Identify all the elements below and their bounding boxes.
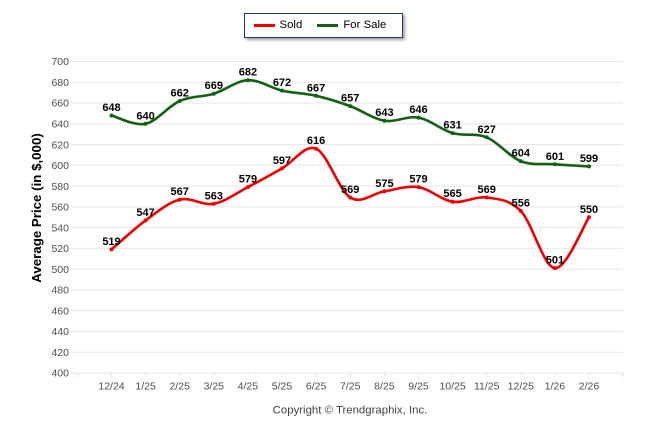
svg-text:12/25: 12/25 <box>508 381 534 393</box>
svg-text:12/24: 12/24 <box>98 381 124 393</box>
svg-text:Copyright © Trendgraphix, Inc.: Copyright © Trendgraphix, Inc. <box>273 405 428 417</box>
svg-text:648: 648 <box>102 102 120 114</box>
svg-text:5/25: 5/25 <box>272 381 293 393</box>
svg-text:7/25: 7/25 <box>340 381 361 393</box>
svg-text:600: 600 <box>51 160 69 172</box>
svg-text:599: 599 <box>580 153 598 165</box>
svg-text:616: 616 <box>307 135 325 147</box>
svg-text:Average Price (in $,000): Average Price (in $,000) <box>29 133 44 283</box>
svg-text:4/25: 4/25 <box>238 381 259 393</box>
svg-text:680: 680 <box>51 77 69 89</box>
svg-text:657: 657 <box>341 93 359 105</box>
svg-text:420: 420 <box>51 347 69 359</box>
svg-text:601: 601 <box>546 151 564 163</box>
svg-text:646: 646 <box>409 104 427 116</box>
svg-text:400: 400 <box>51 368 69 380</box>
svg-text:8/25: 8/25 <box>374 381 395 393</box>
svg-text:520: 520 <box>51 243 69 255</box>
svg-text:500: 500 <box>51 264 69 276</box>
svg-text:3/25: 3/25 <box>204 381 225 393</box>
svg-text:560: 560 <box>51 202 69 214</box>
svg-text:575: 575 <box>375 178 393 190</box>
svg-text:440: 440 <box>51 326 69 338</box>
svg-text:540: 540 <box>51 222 69 234</box>
svg-text:640: 640 <box>51 119 69 131</box>
svg-text:631: 631 <box>443 120 461 132</box>
svg-text:604: 604 <box>512 148 531 160</box>
svg-text:480: 480 <box>51 285 69 297</box>
svg-text:580: 580 <box>51 181 69 193</box>
svg-text:6/25: 6/25 <box>306 381 327 393</box>
svg-text:567: 567 <box>171 186 189 198</box>
svg-text:2/26: 2/26 <box>579 381 600 393</box>
svg-text:563: 563 <box>205 190 223 202</box>
svg-text:460: 460 <box>51 305 69 317</box>
svg-text:579: 579 <box>239 174 257 186</box>
svg-text:550: 550 <box>580 204 598 216</box>
svg-text:569: 569 <box>478 184 496 196</box>
svg-text:547: 547 <box>136 207 154 219</box>
svg-text:569: 569 <box>341 184 359 196</box>
svg-text:672: 672 <box>273 77 291 89</box>
svg-text:669: 669 <box>205 80 223 92</box>
svg-text:627: 627 <box>478 124 496 136</box>
svg-text:662: 662 <box>171 88 189 100</box>
svg-text:579: 579 <box>409 174 427 186</box>
svg-text:565: 565 <box>443 188 461 200</box>
svg-text:640: 640 <box>136 110 154 122</box>
svg-text:597: 597 <box>273 155 291 167</box>
svg-text:501: 501 <box>546 255 564 267</box>
svg-text:643: 643 <box>375 107 393 119</box>
svg-text:9/25: 9/25 <box>408 381 429 393</box>
svg-text:620: 620 <box>51 139 69 151</box>
svg-text:660: 660 <box>51 98 69 110</box>
svg-text:2/25: 2/25 <box>169 381 190 393</box>
svg-text:1/25: 1/25 <box>135 381 156 393</box>
svg-text:519: 519 <box>102 236 120 248</box>
svg-text:11/25: 11/25 <box>474 381 500 393</box>
svg-text:10/25: 10/25 <box>439 381 465 393</box>
svg-text:667: 667 <box>307 82 325 94</box>
svg-text:682: 682 <box>239 67 257 79</box>
svg-text:700: 700 <box>51 56 69 68</box>
svg-text:556: 556 <box>512 198 530 210</box>
svg-text:1/26: 1/26 <box>545 381 566 393</box>
